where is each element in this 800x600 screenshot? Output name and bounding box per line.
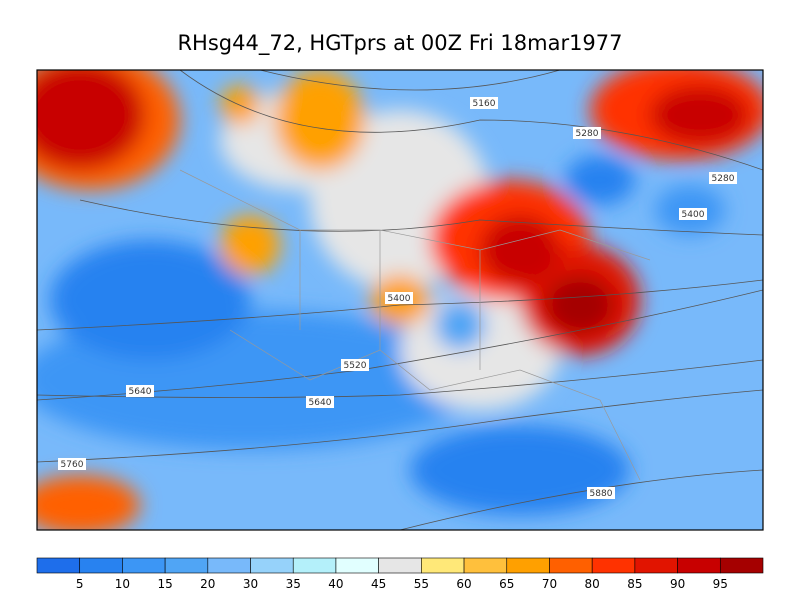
- colorbar-box: [335, 557, 379, 574]
- colorbar-label: 45: [371, 577, 386, 591]
- boundaries: [179, 169, 651, 481]
- colorbar-label: 30: [243, 577, 258, 591]
- colorbar-label: 80: [585, 577, 600, 591]
- map-title: RHsg44_72, HGTprs at 00Z Fri 18mar1977: [177, 31, 622, 56]
- contour-label: 5160: [473, 99, 496, 109]
- colorbar-box: [378, 557, 422, 574]
- colorbar-box: [122, 557, 166, 574]
- contour-label-box: [709, 172, 737, 184]
- colorbar-label: 70: [542, 577, 557, 591]
- colorbar-label: 40: [328, 577, 343, 591]
- colorbar-box: [506, 557, 550, 574]
- contour-label-box: [679, 208, 707, 220]
- contour-label: 5280: [712, 174, 735, 184]
- colorbar-box: [36, 557, 81, 574]
- colorbar-label: 65: [499, 577, 514, 591]
- colorbar-label: 60: [456, 577, 471, 591]
- contour-label: 5400: [388, 294, 411, 304]
- colorbar-box: [719, 557, 764, 574]
- colorbar-box: [421, 557, 465, 574]
- contour-labels: 5160 5280 5280 5400 5400 5520 5640 5640 5760 5880: [58, 97, 737, 499]
- colorbar-box: [207, 557, 251, 574]
- colorbar-label: 10: [115, 577, 130, 591]
- contour-label: 5640: [309, 398, 332, 408]
- colorbar-box: [79, 557, 123, 574]
- map-frame: [36, 69, 764, 531]
- colorbar-label: 15: [157, 577, 172, 591]
- colorbar-label: 95: [713, 577, 728, 591]
- colorbar-label: 35: [286, 577, 301, 591]
- colorbar-label: 85: [627, 577, 642, 591]
- contour-label: 5280: [576, 129, 599, 139]
- contour-label-box: [341, 359, 369, 371]
- colorbar-box: [250, 557, 294, 574]
- colorbar: 5 10 15 20 30 35 40 45 55 60 65 70 80 85 90 95: [36, 557, 764, 591]
- colorbar-label: 90: [670, 577, 685, 591]
- contour-label: 5760: [61, 460, 84, 470]
- contour-label-box: [573, 127, 601, 139]
- colorbar-box: [549, 557, 593, 574]
- contour-label-box: [470, 97, 498, 109]
- contour-label: 5520: [344, 361, 367, 371]
- colorbar-box: [164, 557, 209, 574]
- contour-label-box: [306, 396, 334, 408]
- contour-label-box: [58, 458, 86, 470]
- colorbar-box: [591, 557, 636, 574]
- colorbar-box: [292, 557, 337, 574]
- contour-label: 5640: [129, 387, 152, 397]
- colorbar-label: 20: [200, 577, 215, 591]
- colorbar-box: [677, 557, 721, 574]
- contour-label-box: [385, 292, 413, 304]
- colorbar-box: [634, 557, 678, 574]
- colorbar-label: 55: [414, 577, 429, 591]
- rh-field: 5160 5280 5280 5400 5400 5520 5640 5640 5760 5880: [37, 70, 763, 530]
- contour-label-box: [126, 385, 154, 397]
- contour-label: 5880: [590, 489, 613, 499]
- colorbar-label: 5: [76, 577, 84, 591]
- colorbar-box: [463, 557, 508, 574]
- contour-label: 5400: [682, 210, 705, 220]
- contour-label-box: [587, 487, 615, 499]
